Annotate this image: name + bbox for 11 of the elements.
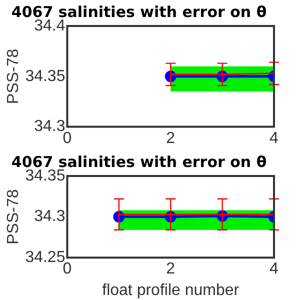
x-tick-label: 0 [62,130,72,147]
y-tick-label: 34.35 [25,68,66,85]
x-axis-title: float profile number [102,282,240,299]
y-tick-label: 34.3 [34,208,66,226]
y-axis-title: PSS-78 [5,48,22,104]
x-tick-label: 4 [270,130,279,147]
y-axis-title: PSS-78 [5,189,22,244]
x-tick-label: 0 [62,260,72,278]
x-tick-label: 2 [166,130,176,147]
x-tick-label: 4 [270,260,279,278]
x-tick-label: 2 [166,260,176,278]
